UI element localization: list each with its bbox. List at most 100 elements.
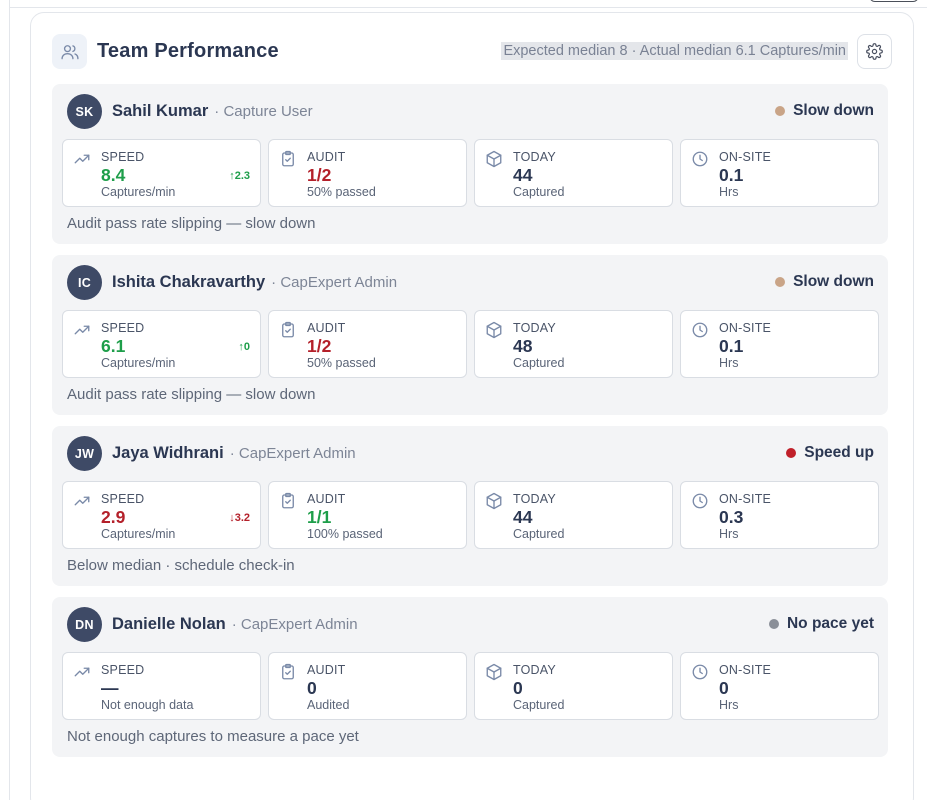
today-stat: TODAY 0 Captured (474, 652, 673, 720)
onsite-stat: ON-SITE 0.1 Hrs (680, 310, 879, 378)
stat-sub: Captures/min (101, 527, 176, 541)
pace-status: No pace yet (768, 615, 874, 633)
stat-value: 44 (513, 165, 533, 185)
stat-sub: 50% passed (307, 185, 376, 199)
member-name: Danielle Nolan (112, 615, 226, 633)
stat-title: ON-SITE (719, 150, 772, 164)
panel-header: Team Performance Expected median 8 · Act… (52, 34, 892, 70)
audit-stat: AUDIT 1/1 100% passed (268, 481, 467, 549)
speed-stat: SPEED 2.9 Captures/min ↓3.2 (62, 481, 261, 549)
trending-up-icon (74, 667, 90, 677)
team-users-icon (52, 34, 87, 69)
member-card-danielle-nolan[interactable]: DN Danielle Nolan · CapExpert Admin No pa… (52, 597, 888, 757)
box-icon (486, 492, 502, 510)
stat-sub: Captured (513, 527, 565, 541)
speed-stat: SPEED 6.1 Captures/min ↑0 (62, 310, 261, 378)
clock-icon (692, 664, 708, 680)
today-stat: TODAY 48 Captured (474, 310, 673, 378)
settings-button[interactable] (857, 34, 892, 69)
stat-title: ON-SITE (719, 492, 772, 506)
stat-title: TODAY (513, 492, 556, 506)
stat-sub: Hrs (719, 527, 739, 541)
member-role: · CapExpert Admin (231, 616, 358, 633)
pace-label: Slow down (793, 273, 874, 290)
pace-label: No pace yet (786, 615, 874, 632)
stat-value: 0.1 (719, 336, 744, 356)
stat-value: 6.1 (101, 336, 126, 356)
avatar: DN (67, 607, 102, 642)
pace-label: Slow down (793, 102, 874, 119)
status-dot (775, 106, 786, 116)
card-note: Below median · schedule check-in (67, 557, 295, 574)
today-stat: TODAY 44 Captured (474, 139, 673, 207)
pace-status: Speed up (786, 444, 874, 462)
avatar: JW (67, 436, 102, 471)
stat-value: 48 (513, 336, 533, 356)
stat-sub: Audited (307, 698, 350, 712)
card-note: Audit pass rate slipping — slow down (67, 215, 316, 232)
stat-title: AUDIT (307, 150, 346, 164)
stat-title: ON-SITE (719, 663, 772, 677)
stat-value: — (101, 678, 119, 698)
stat-title: AUDIT (307, 663, 346, 677)
member-role: · CapExpert Admin (271, 274, 398, 291)
card-note: Not enough captures to measure a pace ye… (67, 728, 359, 745)
stat-title: ON-SITE (719, 321, 772, 335)
stats-row: SPEED 8.4 Captures/min ↑2.3 AUDIT 1/2 50… (62, 139, 879, 207)
status-dot (768, 619, 779, 629)
median-summary: Expected median 8 · Actual median 6.1 Ca… (501, 42, 848, 60)
stat-sub: 50% passed (307, 356, 376, 370)
member-role: · CapExpert Admin (229, 445, 356, 462)
left-pane-edge (0, 0, 10, 800)
stat-sub: Hrs (719, 185, 739, 199)
member-name: Jaya Widhrani (112, 444, 224, 462)
stat-value: 44 (513, 507, 533, 527)
top-right-control[interactable] (869, 0, 919, 2)
stats-row: SPEED 2.9 Captures/min ↓3.2 AUDIT 1/1 10… (62, 481, 879, 549)
member-card-jaya-widhrani[interactable]: JW Jaya Widhrani · CapExpert Admin Speed … (52, 426, 888, 586)
pace-status: Slow down (775, 273, 874, 291)
stat-title: TODAY (513, 663, 556, 677)
clock-icon (692, 322, 708, 338)
team-performance-panel: Team Performance Expected median 8 · Act… (30, 12, 914, 800)
clock-icon (692, 493, 708, 509)
speed-delta: ↓3.2 (229, 512, 250, 524)
avatar: SK (67, 94, 102, 129)
member-name: Sahil Kumar (112, 102, 209, 120)
box-icon (486, 663, 502, 681)
member-name: Ishita Chakravarthy (112, 273, 266, 291)
stat-sub: Not enough data (101, 698, 194, 712)
audit-stat: AUDIT 1/2 50% passed (268, 310, 467, 378)
trending-up-icon (74, 496, 90, 506)
clipboard-check-icon (282, 150, 294, 167)
status-dot (775, 277, 786, 287)
stat-value: 0.1 (719, 165, 744, 185)
stat-sub: Hrs (719, 356, 739, 370)
stat-title: SPEED (101, 492, 145, 506)
onsite-stat: ON-SITE 0.1 Hrs (680, 139, 879, 207)
stat-sub: Captures/min (101, 185, 176, 199)
clipboard-check-icon (282, 663, 294, 680)
member-card-sahil-kumar[interactable]: SK Sahil Kumar · Capture User Slow down S… (52, 84, 888, 244)
stat-sub: 100% passed (307, 527, 383, 541)
stat-value: 2.9 (101, 507, 126, 527)
stat-title: TODAY (513, 321, 556, 335)
stat-value: 0 (307, 678, 317, 698)
top-divider (10, 0, 927, 8)
stat-value: 0 (513, 678, 523, 698)
clock-icon (692, 151, 708, 167)
stat-title: AUDIT (307, 492, 346, 506)
pace-label: Speed up (804, 444, 874, 461)
stat-value: 0 (719, 678, 729, 698)
stat-sub: Captured (513, 698, 565, 712)
stat-title: AUDIT (307, 321, 346, 335)
member-card-ishita-chakravarthy[interactable]: IC Ishita Chakravarthy · CapExpert Admin … (52, 255, 888, 415)
stat-value: 1/2 (307, 165, 332, 185)
audit-stat: AUDIT 1/2 50% passed (268, 139, 467, 207)
stat-title: SPEED (101, 321, 145, 335)
trending-up-icon (74, 325, 90, 335)
stat-title: SPEED (101, 150, 145, 164)
clipboard-check-icon (282, 321, 294, 338)
today-stat: TODAY 44 Captured (474, 481, 673, 549)
audit-stat: AUDIT 0 Audited (268, 652, 467, 720)
